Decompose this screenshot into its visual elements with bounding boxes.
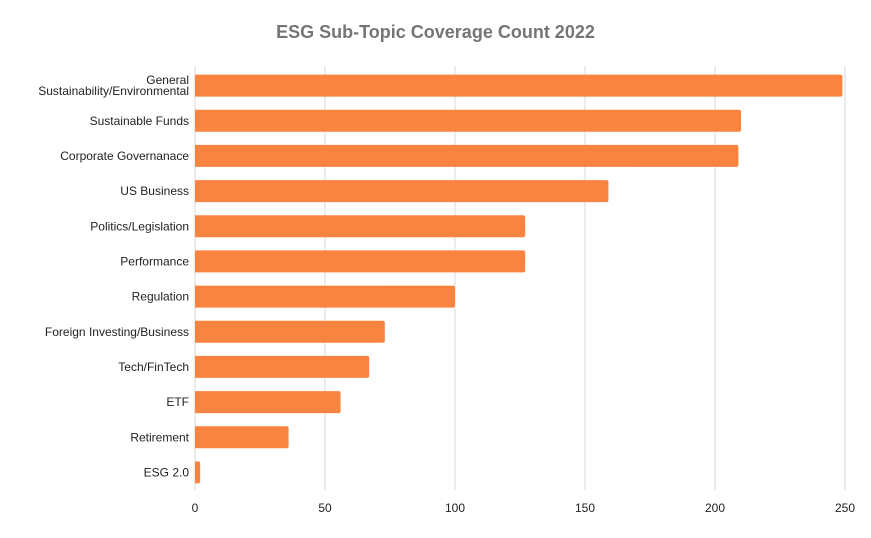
- bar: [195, 180, 609, 203]
- category-label: Regulation: [132, 290, 189, 304]
- bar: [195, 74, 843, 97]
- category-label: Sustainability/Environmental: [38, 84, 189, 98]
- category-label: Retirement: [130, 430, 189, 444]
- category-label: Corporate Governanace: [60, 149, 189, 163]
- category-label: ESG 2.0: [144, 465, 190, 479]
- bar: [195, 355, 370, 378]
- category-label: Performance: [120, 254, 189, 268]
- bar: [195, 250, 526, 273]
- bar: [195, 144, 739, 167]
- bar: [195, 320, 385, 343]
- bar: [195, 461, 201, 484]
- x-tick-label: 0: [192, 501, 199, 515]
- category-label: General: [146, 73, 189, 87]
- bar: [195, 285, 455, 308]
- x-tick-label: 200: [705, 501, 725, 515]
- category-label: ETF: [166, 395, 189, 409]
- x-tick-label: 50: [318, 501, 332, 515]
- chart-title: ESG Sub-Topic Coverage Count 2022: [276, 22, 595, 42]
- bar: [195, 426, 289, 449]
- category-label: US Business: [120, 184, 189, 198]
- x-tick-label: 100: [445, 501, 465, 515]
- x-tick-label: 150: [575, 501, 595, 515]
- category-label: Sustainable Funds: [90, 114, 189, 128]
- bar: [195, 215, 526, 238]
- bar: [195, 391, 341, 414]
- category-label: Foreign Investing/Business: [45, 325, 189, 339]
- category-label: Politics/Legislation: [90, 219, 189, 233]
- x-tick-label: 250: [835, 501, 855, 515]
- category-label: Tech/FinTech: [118, 360, 189, 374]
- bar: [195, 109, 741, 132]
